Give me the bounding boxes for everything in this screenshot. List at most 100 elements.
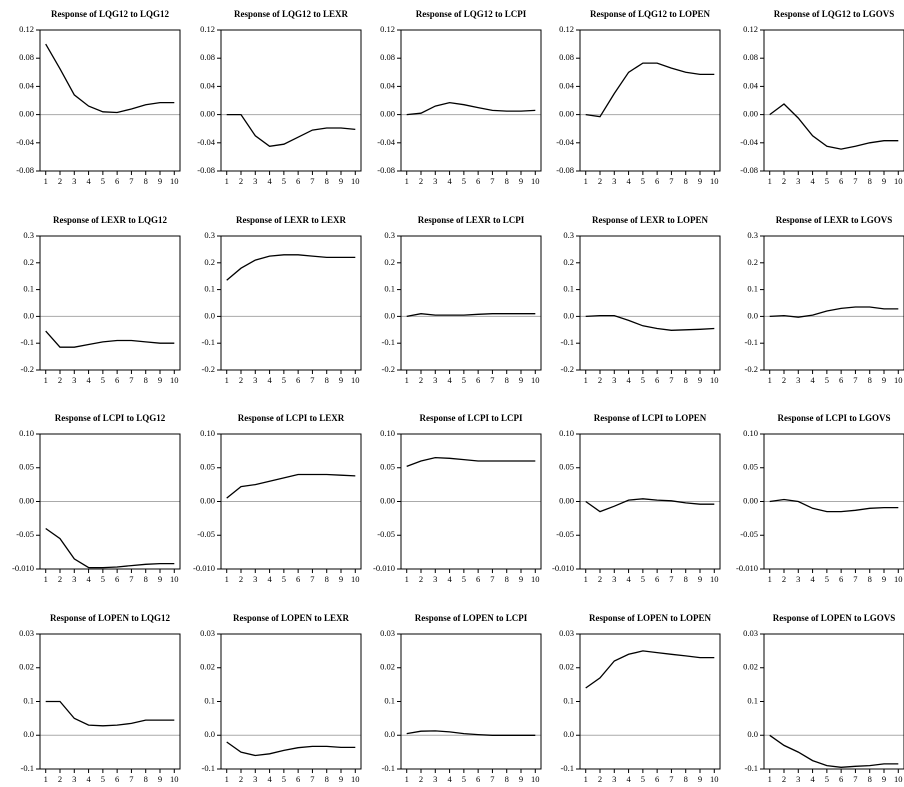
x-tick-label: 4 (810, 375, 815, 385)
x-tick-label: 2 (782, 574, 786, 584)
line (227, 742, 356, 756)
x-tick-label: 5 (825, 574, 829, 584)
x-tick-label: 9 (158, 774, 162, 784)
y-tick-label: -0.05 (556, 529, 574, 539)
x-tick-label: 8 (684, 176, 688, 186)
line (586, 316, 715, 331)
x-tick-label: 4 (447, 574, 452, 584)
y-tick-label: 0.0 (563, 310, 574, 320)
chart-title: Response of LQG12 to LGOVS (774, 9, 895, 19)
y-tick-label: 0.03 (200, 628, 215, 638)
x-tick-label: 9 (698, 176, 702, 186)
x-tick-label: 8 (868, 375, 872, 385)
x-tick-label: 10 (351, 574, 360, 584)
y-tick-label: -0.04 (740, 137, 758, 147)
y-tick-label: 0.0 (204, 310, 215, 320)
x-tick-label: 4 (267, 574, 272, 584)
x-tick-label: 9 (158, 375, 162, 385)
x-tick-label: 7 (129, 574, 133, 584)
chart-title: Response of LEXR to LCPI (418, 215, 525, 225)
x-tick-label: 4 (626, 574, 631, 584)
x-tick-label: 2 (58, 774, 62, 784)
x-tick-label: 1 (768, 375, 772, 385)
x-tick-label: 5 (282, 176, 286, 186)
x-tick-label: 9 (519, 375, 523, 385)
x-tick-label: 4 (626, 176, 631, 186)
plot-frame (401, 236, 541, 370)
y-tick-label: -0.010 (373, 563, 395, 573)
x-tick-label: 10 (170, 375, 179, 385)
x-tick-label: 2 (419, 375, 423, 385)
x-tick-label: 2 (598, 774, 602, 784)
x-tick-label: 8 (505, 774, 509, 784)
chart-title: Response of LQG12 to LCPI (416, 9, 527, 19)
x-tick-label: 7 (853, 774, 857, 784)
y-tick-label: 0.03 (559, 628, 574, 638)
line (770, 735, 899, 767)
x-tick-label: 3 (253, 375, 257, 385)
y-tick-label: 0.0 (384, 310, 395, 320)
x-tick-label: 5 (462, 176, 466, 186)
x-tick-label: 7 (669, 774, 673, 784)
x-tick-label: 10 (894, 774, 903, 784)
y-tick-label: 0.04 (743, 80, 759, 90)
y-tick-label: -0.010 (193, 563, 215, 573)
x-tick-label: 3 (796, 574, 800, 584)
x-tick-label: 3 (72, 774, 76, 784)
x-tick-label: 3 (796, 774, 800, 784)
x-tick-label: 1 (44, 375, 48, 385)
x-tick-label: 4 (810, 574, 815, 584)
x-tick-label: 10 (531, 375, 540, 385)
x-tick-label: 3 (796, 176, 800, 186)
line (46, 702, 175, 726)
y-tick-label: 0.1 (23, 695, 34, 705)
plot-frame (580, 236, 720, 370)
x-tick-label: 3 (612, 176, 616, 186)
x-tick-label: 8 (505, 176, 509, 186)
line (770, 104, 899, 149)
x-tick-label: 1 (768, 574, 772, 584)
plot-frame (580, 30, 720, 171)
y-tick-label: 0.05 (559, 462, 574, 472)
x-tick-label: 7 (853, 574, 857, 584)
chart-title: Response of LEXR to LEXR (236, 215, 347, 225)
plot-frame (40, 236, 180, 370)
y-tick-label: 0.04 (200, 80, 216, 90)
y-tick-label: 0.0 (204, 729, 215, 739)
x-tick-label: 6 (296, 375, 300, 385)
y-tick-label: 0.00 (559, 495, 574, 505)
x-tick-label: 3 (433, 774, 437, 784)
y-tick-label: -0.1 (745, 763, 758, 773)
x-tick-label: 3 (612, 574, 616, 584)
y-tick-label: 0.00 (19, 495, 34, 505)
y-tick-label: -0.1 (561, 337, 574, 347)
x-tick-label: 2 (598, 375, 602, 385)
x-tick-label: 10 (170, 176, 179, 186)
y-tick-label: 0.2 (563, 257, 574, 267)
x-tick-label: 6 (296, 176, 300, 186)
x-tick-label: 1 (584, 774, 588, 784)
y-tick-label: -0.1 (21, 337, 34, 347)
x-tick-label: 1 (584, 574, 588, 584)
y-tick-label: 0.08 (200, 52, 215, 62)
x-tick-label: 7 (853, 375, 857, 385)
y-tick-label: 0.03 (380, 628, 395, 638)
x-tick-label: 4 (267, 774, 272, 784)
x-tick-label: 3 (433, 176, 437, 186)
y-tick-label: 0.05 (380, 462, 395, 472)
x-tick-label: 1 (405, 574, 409, 584)
y-tick-label: 0.02 (380, 662, 395, 672)
y-tick-label: -0.2 (202, 364, 215, 374)
x-tick-label: 2 (58, 176, 62, 186)
x-tick-label: 8 (325, 176, 329, 186)
y-tick-label: -0.1 (202, 337, 215, 347)
x-tick-label: 9 (339, 375, 343, 385)
y-tick-label: 0.10 (200, 428, 215, 438)
x-tick-label: 9 (158, 574, 162, 584)
x-tick-label: 4 (447, 774, 452, 784)
chart-title: Response of LOPEN to LCPI (415, 613, 528, 623)
x-tick-label: 4 (86, 176, 91, 186)
y-tick-label: -0.1 (382, 763, 395, 773)
y-tick-label: 0.3 (384, 230, 395, 240)
chart-title: Response of LCPI to LEXR (238, 413, 345, 423)
